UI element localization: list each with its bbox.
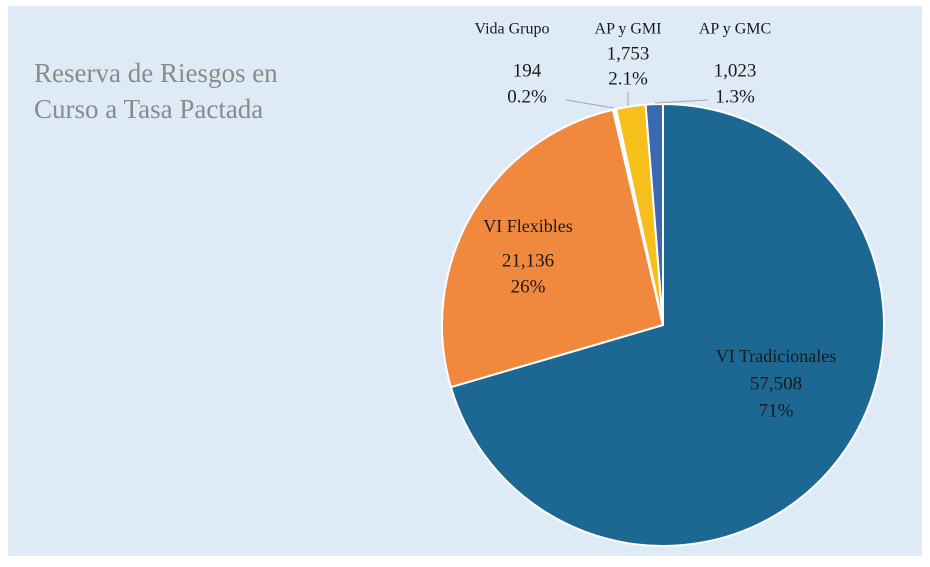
- chart-title-line-2: Curso a Tasa Pactada: [34, 94, 263, 124]
- slice-percentage-label: 2.1%: [608, 68, 648, 89]
- slice-percentage-label: 26%: [511, 276, 546, 297]
- pie-slice: [644, 102, 664, 326]
- pie-slice: [441, 108, 665, 389]
- slice-percentage-label: 0.2%: [507, 86, 547, 107]
- slice-value-label: 21,136: [502, 250, 554, 271]
- slice-percentage-label: 1.3%: [715, 86, 755, 107]
- slice-category-label: VI Tradicionales: [716, 346, 837, 366]
- slice-category-label: AP y GMI: [595, 21, 662, 38]
- slice-category-label: VI Flexibles: [483, 216, 573, 236]
- slice-category-label: AP y GMC: [699, 21, 771, 38]
- chart-title-line-1: Reserva de Riesgos en: [34, 58, 278, 88]
- pie-slice: [449, 102, 885, 547]
- slice-value-label: 1,753: [607, 43, 650, 64]
- slice-value-label: 194: [513, 60, 542, 81]
- leader-line: [565, 99, 615, 109]
- slice-value-label: 57,508: [750, 373, 802, 394]
- leader-line: [654, 99, 709, 104]
- slice-percentage-label: 71%: [759, 400, 794, 421]
- slice-category-label: Vida Grupo: [474, 21, 549, 38]
- slice-value-label: 1,023: [714, 60, 757, 81]
